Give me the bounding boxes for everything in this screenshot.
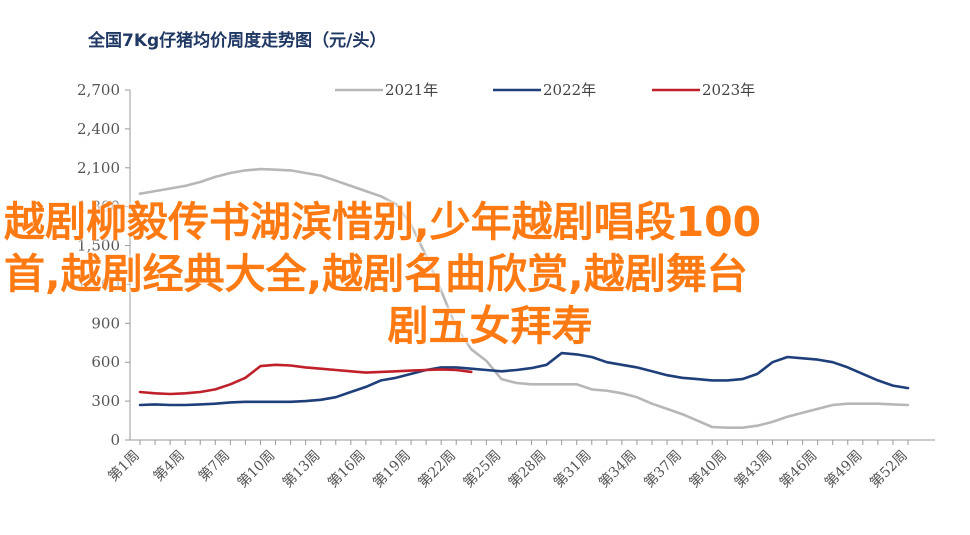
x-tick-label: 第52周 [866, 447, 910, 491]
x-tick-label: 第40周 [686, 447, 730, 491]
y-tick-label: 0 [110, 431, 120, 449]
series-line-1 [138, 167, 910, 430]
legend-label-1: 2021年 [385, 81, 438, 99]
legend-label-3: 2023年 [702, 81, 755, 99]
watermark-overlay-text: 越剧柳毅传书湖滨惜别,少年越剧唱段100 首,越剧经典大全,越剧名曲欣赏,越剧舞… [0, 196, 880, 352]
y-tick-label: 900 [91, 314, 120, 332]
y-tick-label: 2,700 [77, 81, 120, 99]
x-tick-label: 第19周 [369, 447, 413, 491]
y-tick-label: 600 [91, 353, 120, 371]
chart-legend: 2021年 2022年 2023年 [335, 81, 755, 99]
series-line-2 [138, 351, 910, 407]
overlay-line-2: 首,越剧经典大全,越剧名曲欣赏,越剧舞台 [4, 250, 748, 298]
x-tick-label: 第25周 [460, 447, 504, 491]
x-tick-label: 第49周 [821, 447, 865, 491]
y-tick-label: 1,200 [77, 275, 120, 293]
series-lines [138, 167, 910, 430]
x-tick-label: 第46周 [776, 447, 820, 491]
y-tick-label: 1,500 [77, 237, 120, 255]
x-tick-label: 第43周 [731, 447, 775, 491]
x-tick-label: 第1周 [105, 447, 143, 485]
legend-label-2: 2022年 [543, 81, 596, 99]
overlay-line-1: 越剧柳毅传书湖滨惜别,少年越剧唱段100 [4, 198, 762, 246]
x-tick-label: 第28周 [505, 447, 549, 491]
x-tick-label: 第4周 [150, 447, 188, 485]
x-tick-label: 第37周 [641, 447, 685, 491]
y-tick-label: 1,800 [77, 198, 120, 216]
x-tick-label: 第7周 [195, 447, 233, 485]
y-tick-label: 2,100 [77, 159, 120, 177]
y-tick-label: 2,400 [77, 120, 120, 138]
x-tick-label: 第13周 [279, 447, 323, 491]
x-tick-label: 第22周 [415, 447, 459, 491]
x-tick-label: 第34周 [595, 447, 639, 491]
x-tick-label: 第16周 [324, 447, 368, 491]
x-tick-label: 第31周 [550, 447, 594, 491]
series-line-3 [138, 363, 473, 396]
chart-title: 全国7Kg仔猪均价周度走势图（元/头） [88, 31, 387, 51]
overlay-line-3: 剧五女拜寿 [387, 302, 593, 350]
x-tick-label: 第10周 [234, 447, 278, 491]
y-tick-label: 300 [91, 392, 120, 410]
